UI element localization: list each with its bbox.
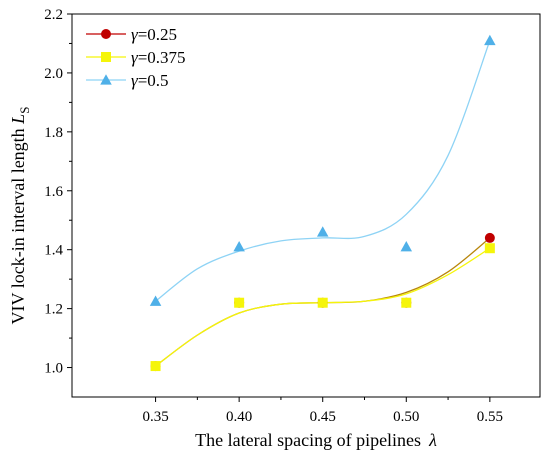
- legend-symbol: γ: [131, 71, 139, 90]
- x-tick-label: 0.55: [477, 409, 503, 425]
- y-axis: 1.0 1.2 1.4 1.6 1.8 2.0 2.2: [44, 7, 72, 377]
- fit-curves: [155, 40, 491, 367]
- legend-value: =0.25: [138, 25, 177, 44]
- data-point-square: [317, 297, 328, 308]
- legend-label: γ=0.25: [131, 25, 177, 44]
- fit-curve-2: [155, 40, 491, 302]
- data-point-square: [234, 297, 245, 308]
- data-point-triangle: [149, 295, 162, 306]
- y-axis-title-text: VIV lock-in interval length: [8, 124, 28, 325]
- data-point-square: [150, 361, 161, 372]
- data-point-triangle: [316, 226, 329, 237]
- x-tick-label: 0.50: [393, 409, 419, 425]
- plot-area: [71, 13, 541, 398]
- legend-value: =0.375: [138, 48, 186, 67]
- y-axis-title-symbol: L: [8, 114, 28, 125]
- legend-marker: [101, 29, 111, 39]
- legend-label: γ=0.5: [131, 71, 169, 90]
- legend-symbol: γ: [131, 25, 139, 44]
- y-tick-label: 1.2: [44, 302, 63, 318]
- legend-marker: [100, 74, 112, 85]
- plot-frame: [71, 13, 541, 398]
- data-point-triangle: [400, 240, 413, 252]
- data-point-square: [484, 243, 495, 254]
- data-point-square: [401, 297, 412, 308]
- legend-value: =0.5: [138, 71, 169, 90]
- data-point-triangle: [484, 34, 496, 46]
- y-axis-title: VIV lock-in interval length LS: [8, 107, 32, 325]
- y-tick-label: 1.0: [44, 361, 63, 377]
- y-axis-title-subscript: S: [17, 107, 32, 114]
- x-tick-label: 0.35: [142, 409, 168, 425]
- y-tick-label: 1.4: [44, 243, 63, 259]
- x-tick-label: 0.45: [310, 409, 336, 425]
- y-tick-label: 1.8: [44, 125, 63, 141]
- x-axis-title-text: The lateral spacing of pipelines: [195, 430, 421, 450]
- y-tick-label: 2.0: [44, 66, 63, 82]
- legend-label: γ=0.375: [131, 48, 186, 67]
- data-point-circle: [484, 232, 495, 243]
- y-tick-label: 1.6: [44, 184, 63, 200]
- y-tick-label: 2.2: [44, 7, 63, 23]
- x-tick-label: 0.40: [226, 409, 252, 425]
- legend-symbol: γ: [131, 48, 139, 67]
- x-axis-title-symbol: λ: [428, 430, 437, 450]
- data-point-triangle: [233, 240, 245, 252]
- data-markers: [149, 34, 496, 372]
- x-axis: 0.35 0.40 0.45 0.50 0.55: [142, 397, 503, 425]
- x-axis-title: The lateral spacing of pipelines λ: [195, 430, 437, 450]
- legend-marker: [101, 52, 111, 62]
